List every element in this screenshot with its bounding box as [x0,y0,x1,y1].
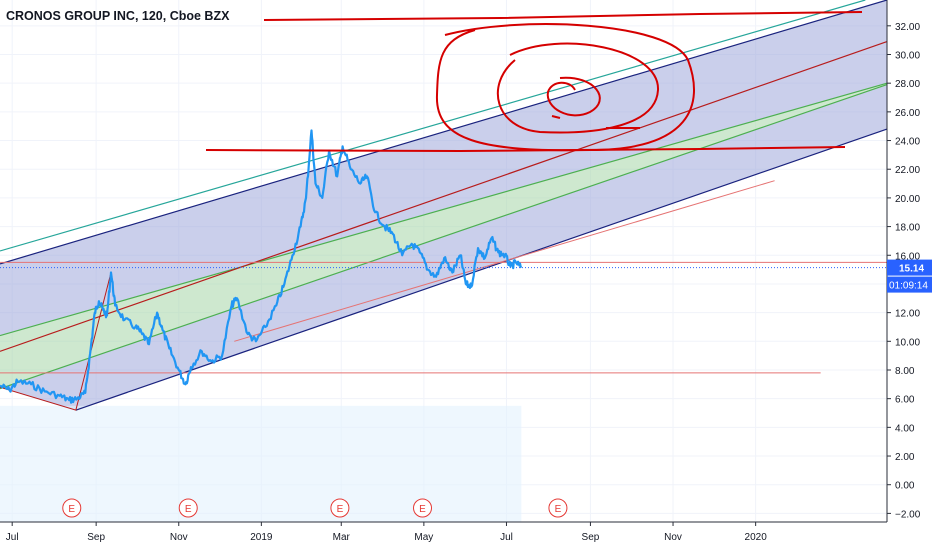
x-tick-label: Jul [6,532,19,543]
y-tick-label: 26.00 [895,108,920,119]
earnings-marker[interactable] [62,498,82,518]
drawn-marks[interactable] [551,115,640,129]
drawn-circle-middle[interactable] [496,42,660,134]
freehand-drawing [205,11,863,153]
drawn-line-top[interactable] [263,11,863,21]
band-lower [0,84,887,411]
earnings-marker-label: E [185,504,192,515]
last-price-value: 15.14 [899,264,924,275]
y-tick-label: 12.00 [895,309,920,320]
x-tick-label: 2019 [250,532,273,543]
y-tick-label: 16.00 [895,251,920,262]
x-tick-label: Nov [170,532,188,543]
earnings-marker-label: E [555,504,562,515]
trend-line[interactable] [234,180,775,342]
price-badges: 15.14 01:09:14 [887,259,932,293]
earnings-marker-label: E [419,504,426,515]
range-fill [0,405,522,522]
earnings-marker[interactable] [178,498,198,518]
y-tick-label: 20.00 [895,194,920,205]
y-tick-label: −2.00 [895,509,921,520]
y-tick-label: 4.00 [895,423,915,434]
y-tick-label: 6.00 [895,395,915,406]
y-tick-label: 24.00 [895,137,920,148]
countdown-value: 01:09:14 [889,281,928,292]
pitchfork-line-lower[interactable] [75,128,888,411]
x-tick-label: Nov [664,532,682,543]
x-tick-label: May [414,532,433,543]
pitchfork-bands [0,0,887,411]
x-tick-label: Jul [500,532,513,543]
drawn-circle-inner[interactable] [546,76,601,117]
pitchfork-line-upper[interactable] [0,0,888,265]
earnings-marker-label: E [337,504,344,515]
price-series [0,129,523,404]
countdown-badge [887,276,932,293]
pitchfork-anchor[interactable] [0,272,112,411]
pitchfork-line-upper_inner[interactable] [0,82,888,337]
earnings-marker[interactable] [413,498,433,518]
last-price-badge [887,259,932,276]
y-tick-label: 2.00 [895,452,915,463]
band-upper [0,0,887,336]
y-tick-label: 8.00 [895,366,915,377]
earnings-marker[interactable] [330,498,350,518]
x-tick-label: Mar [333,532,351,543]
y-tick-label: 28.00 [895,79,920,90]
y-tick-label: 0.00 [895,481,915,492]
y-tick-label: 10.00 [895,337,920,348]
pitchfork-line-outer_upper[interactable] [0,0,866,252]
x-tick-label: Sep [87,532,105,543]
pitchfork-line-median[interactable] [0,41,888,352]
drawn-circle-outer[interactable] [435,23,695,152]
x-tick-label: Sep [582,532,600,543]
pitchfork-lines [0,0,888,411]
y-tick-label: 18.00 [895,223,920,234]
y-tick-label: 30.00 [895,50,920,61]
x-tick-label: 2020 [745,532,768,543]
y-tick-label: 32.00 [895,22,920,33]
price-range-highlight [0,405,522,522]
earnings-marker[interactable] [548,498,568,518]
price-line[interactable] [0,129,523,404]
y-tick-label: 22.00 [895,165,920,176]
chart-title: CRONOS GROUP INC, 120, Cboe BZX [6,9,230,23]
earnings-marker-label: E [68,504,75,515]
